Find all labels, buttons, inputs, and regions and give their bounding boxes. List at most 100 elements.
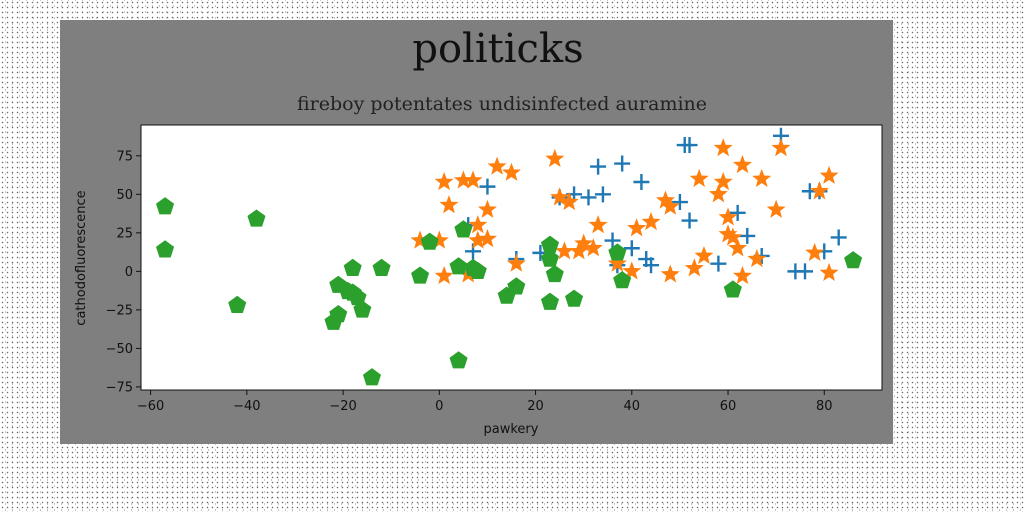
x-tick-label: −60 — [137, 399, 164, 414]
plus-marker — [604, 232, 621, 249]
star-marker — [559, 192, 579, 211]
x-tick-label: 80 — [816, 399, 833, 414]
star-marker — [622, 261, 642, 280]
x-tick-label: −20 — [329, 399, 356, 414]
star-marker — [819, 165, 839, 184]
y-axis: −75 −50 −25 0 25 50 75 — [106, 149, 141, 395]
pentagon-marker — [362, 368, 381, 386]
star-marker — [607, 253, 627, 272]
star-marker — [410, 230, 430, 249]
star-marker — [694, 245, 714, 265]
plus-marker — [671, 194, 688, 211]
star-marker — [453, 170, 473, 189]
star-marker — [583, 238, 603, 257]
pentagon-marker — [420, 232, 439, 250]
plus-marker — [643, 257, 660, 274]
pentagon-marker — [507, 277, 526, 295]
plus-marker — [594, 186, 611, 203]
pentagon-marker — [608, 243, 627, 261]
star-marker — [708, 184, 728, 203]
y-tick-label: 25 — [116, 226, 133, 241]
star-marker — [771, 138, 791, 157]
plus-marker — [590, 158, 607, 175]
x-axis: −60 −40 −20 0 20 40 60 80 — [137, 390, 833, 414]
star-marker — [468, 215, 488, 234]
pentagon-marker — [449, 351, 468, 369]
star-marker — [501, 162, 522, 181]
pentagon-marker — [156, 240, 175, 258]
pentagon-marker — [454, 220, 473, 238]
star-marker — [809, 181, 829, 200]
star-marker — [752, 168, 772, 188]
star-marker — [718, 224, 738, 243]
pentagon-marker — [540, 249, 560, 267]
star-marker — [713, 138, 733, 157]
y-tick-label: 50 — [116, 188, 133, 203]
pentagon-marker — [449, 257, 468, 275]
plus-marker — [739, 227, 756, 244]
plus-marker — [710, 255, 727, 272]
y-tick-label: −75 — [106, 380, 133, 395]
star-marker — [554, 241, 574, 260]
pentagon-marker — [540, 235, 560, 253]
plus-marker — [633, 174, 650, 191]
star-marker — [641, 212, 661, 231]
star-marker — [819, 262, 839, 281]
star-marker — [550, 187, 570, 206]
star-marker — [439, 195, 459, 214]
star-marker — [728, 238, 748, 257]
x-tick-label: 40 — [624, 399, 641, 414]
y-tick-label: 75 — [116, 149, 133, 164]
y-axis-label: cathodofluorescence — [74, 190, 89, 325]
pentagon-marker — [353, 300, 372, 318]
star-marker — [506, 253, 526, 272]
plus-marker — [797, 263, 814, 280]
star-marker — [732, 265, 752, 285]
plus-marker — [614, 155, 631, 172]
pentagon-marker — [228, 295, 247, 313]
x-tick-label: 60 — [720, 399, 737, 414]
plus-marker — [681, 212, 698, 229]
star-marker — [627, 218, 647, 237]
star-marker — [477, 199, 497, 218]
plus-marker — [830, 229, 847, 246]
star-marker — [463, 170, 483, 189]
chart-subtitle: fireboy potentates undisinfected auramin… — [297, 93, 707, 115]
star-marker — [655, 190, 675, 209]
star-marker — [574, 233, 594, 252]
x-tick-label: 0 — [435, 399, 443, 414]
pentagon-marker — [329, 305, 348, 323]
plus-marker — [729, 204, 746, 221]
y-tick-label: −50 — [106, 342, 133, 357]
star-marker — [689, 168, 709, 188]
y-tick-label: −25 — [106, 303, 133, 318]
x-tick-label: 20 — [527, 399, 544, 414]
star-marker — [545, 148, 565, 167]
star-marker — [660, 264, 680, 283]
pentagon-marker — [468, 261, 487, 280]
pentagon-marker — [247, 209, 266, 227]
star-marker — [477, 229, 497, 248]
star-marker — [713, 172, 733, 191]
data-points — [156, 127, 863, 386]
pentagon-marker — [723, 280, 742, 298]
star-marker — [468, 230, 488, 249]
star-marker — [660, 196, 680, 215]
plus-marker — [479, 178, 496, 195]
pentagon-marker — [540, 292, 560, 310]
plus-marker — [681, 137, 698, 154]
chart-title: politicks — [412, 26, 583, 72]
star-marker — [434, 265, 454, 285]
pentagon-marker — [411, 266, 430, 284]
star-marker — [766, 199, 786, 218]
pentagon-marker — [156, 197, 175, 215]
plus-marker — [580, 189, 597, 206]
star-marker — [487, 156, 507, 175]
star-marker — [588, 215, 608, 234]
x-tick-label: −40 — [233, 399, 260, 414]
star-marker — [747, 249, 767, 268]
plus-marker — [623, 240, 640, 257]
star-marker — [723, 227, 743, 246]
pentagon-marker — [372, 258, 391, 276]
